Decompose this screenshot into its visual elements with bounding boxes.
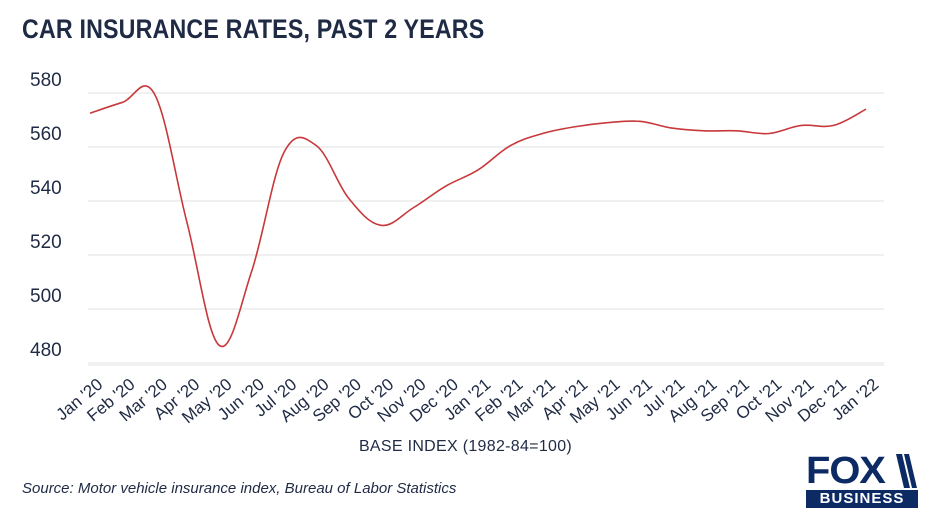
- data-point-6: [282, 150, 286, 154]
- chart-title: CAR INSURANCE RATES, PAST 2 YEARS: [22, 14, 485, 44]
- y-axis-tick-labels: 480 500 520 540 560 580: [30, 70, 62, 361]
- data-point-8: [347, 196, 351, 200]
- data-point-20: [735, 129, 739, 133]
- source-note: Source: Motor vehicle insurance index, B…: [22, 480, 457, 497]
- logo-slashes-icon: [896, 454, 917, 488]
- data-point-19: [702, 129, 706, 133]
- series-line: [89, 85, 867, 348]
- y-tick-label: 500: [30, 286, 62, 307]
- data-point-22: [799, 123, 803, 127]
- data-point-10: [411, 206, 415, 210]
- data-point-13: [508, 144, 512, 148]
- data-point-11: [444, 184, 448, 188]
- series-layer: [88, 85, 868, 348]
- data-point-23: [832, 123, 836, 127]
- data-point-2: [153, 92, 157, 96]
- data-point-18: [670, 126, 674, 130]
- data-point-17: [638, 119, 642, 123]
- fox-business-logo: FOX BUSINESS: [806, 452, 918, 510]
- data-point-16: [605, 121, 609, 125]
- data-point-4: [217, 343, 221, 347]
- data-point-9: [379, 223, 383, 227]
- data-point-0: [88, 111, 92, 115]
- data-point-21: [767, 132, 771, 136]
- y-tick-label: 520: [30, 232, 62, 253]
- logo-fox-text: FOX: [806, 450, 886, 492]
- y-tick-label: 580: [30, 70, 62, 91]
- data-point-7: [314, 144, 318, 148]
- data-point-12: [476, 168, 480, 172]
- data-point-1: [120, 100, 124, 104]
- y-tick-label: 560: [30, 124, 62, 145]
- x-axis-label: BASE INDEX (1982-84=100): [358, 438, 573, 455]
- data-point-15: [573, 125, 577, 129]
- data-point-24: [864, 107, 868, 111]
- y-tick-label: 480: [30, 340, 62, 361]
- data-point-14: [541, 132, 545, 136]
- logo-business-text: BUSINESS: [806, 490, 918, 508]
- y-tick-label: 540: [30, 178, 62, 199]
- data-point-5: [250, 269, 254, 273]
- data-point-3: [185, 221, 189, 225]
- grid-lines: [88, 92, 884, 366]
